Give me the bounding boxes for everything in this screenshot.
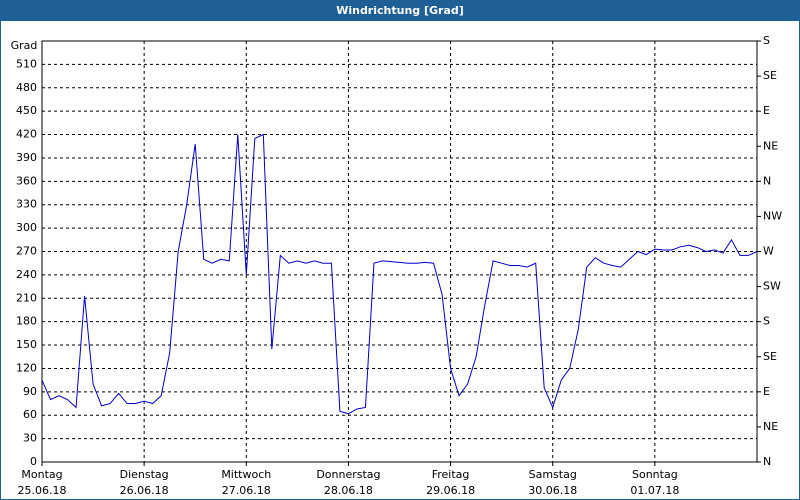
data-line xyxy=(41,133,758,415)
y2-tick-label: SE xyxy=(763,69,777,82)
y2-tick-label: NE xyxy=(763,139,778,152)
y2-tick-label: E xyxy=(763,104,770,117)
y-tick-label: 60 xyxy=(23,408,37,421)
x-tick-label: Montag xyxy=(21,468,62,481)
chart-title: Windrichtung [Grad] xyxy=(336,4,464,17)
y-tick-label: 0 xyxy=(30,455,37,468)
y-tick-label: 30 xyxy=(23,432,37,445)
y-tick-label: 450 xyxy=(16,104,37,117)
x-tick-label: Mittwoch xyxy=(221,468,271,481)
y-tick-label: 90 xyxy=(23,385,37,398)
y-tick-label: 210 xyxy=(16,291,37,304)
y2-tick-label: S xyxy=(763,315,770,328)
x-tick-label: Donnerstag xyxy=(316,468,380,481)
y-tick-label: 480 xyxy=(16,81,37,94)
y-tick-label: 120 xyxy=(16,361,37,374)
x-tick-label: Sonntag xyxy=(632,468,678,481)
y-tick-label: 420 xyxy=(16,128,37,141)
y-tick-label: 150 xyxy=(16,338,37,351)
x-tick-date: 25.06.18 xyxy=(18,484,67,497)
y2-tick-label: W xyxy=(763,245,774,258)
y-tick-label: 330 xyxy=(16,198,37,211)
y2-tick-label: NE xyxy=(763,420,778,433)
y2-tick-label: N xyxy=(763,455,771,468)
y2-tick-label: N xyxy=(763,174,771,187)
x-tick-date: 29.06.18 xyxy=(426,484,475,497)
y-tick-label: 240 xyxy=(16,268,37,281)
x-tick-label: Dienstag xyxy=(120,468,169,481)
x-tick-date: 28.06.18 xyxy=(324,484,373,497)
x-tick-label: Freitag xyxy=(432,468,470,481)
x-tick-date: 26.06.18 xyxy=(120,484,169,497)
y-tick-label: 180 xyxy=(16,315,37,328)
y2-tick-label: S xyxy=(763,34,770,47)
y2-tick-label: NW xyxy=(763,209,782,222)
y-tick-label: 360 xyxy=(16,174,37,187)
y-tick-label: 510 xyxy=(16,57,37,70)
x-tick-date: 27.06.18 xyxy=(222,484,271,497)
x-tick-date: 30.06.18 xyxy=(528,484,577,497)
y-tick-label: 300 xyxy=(16,221,37,234)
title-bar xyxy=(0,0,800,21)
y2-tick-label: SE xyxy=(763,350,777,363)
y2-tick-label: E xyxy=(763,385,770,398)
y-axis-label: Grad xyxy=(11,39,38,52)
y2-tick-label: SW xyxy=(763,280,781,293)
x-tick-label: Samstag xyxy=(529,468,577,481)
x-tick-date: 01.07.18 xyxy=(630,484,679,497)
y-tick-label: 390 xyxy=(16,151,37,164)
y-tick-label: 270 xyxy=(16,245,37,258)
